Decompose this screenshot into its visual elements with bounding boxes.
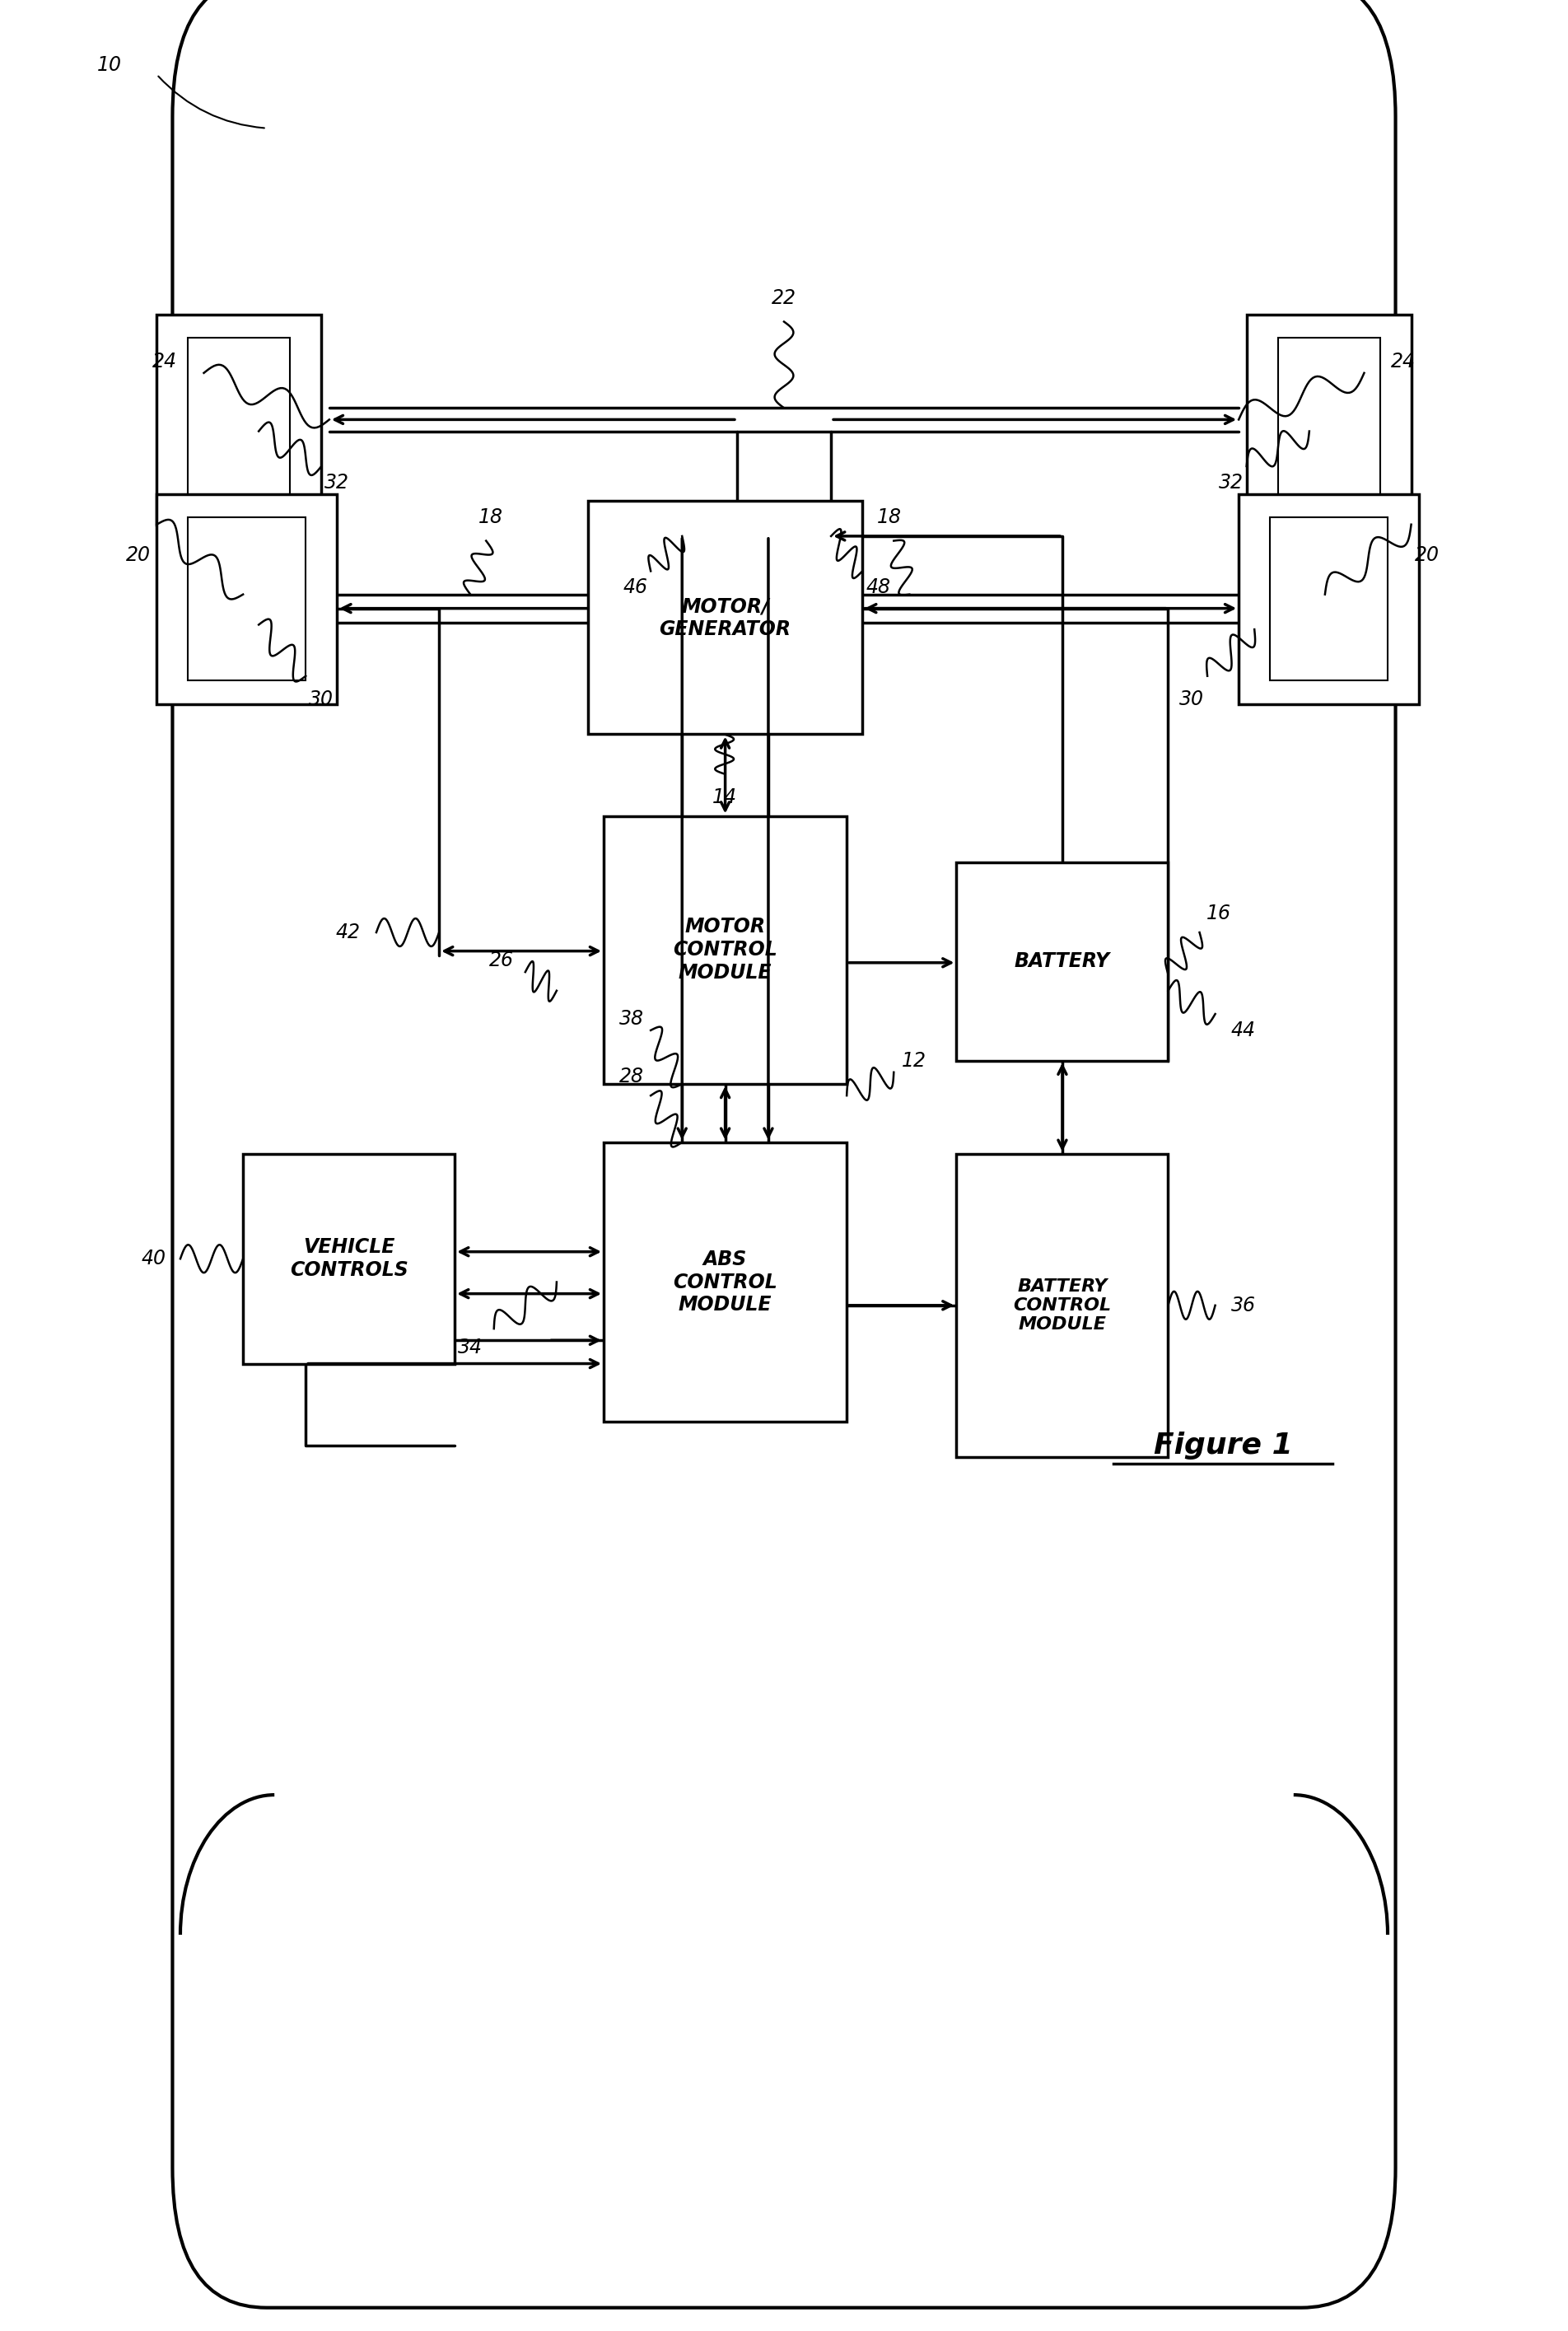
- FancyBboxPatch shape: [956, 862, 1168, 1061]
- FancyBboxPatch shape: [243, 1154, 455, 1364]
- Text: 24: 24: [1391, 352, 1416, 371]
- Text: 26: 26: [489, 951, 514, 970]
- Text: 44: 44: [1231, 1021, 1256, 1040]
- Text: 42: 42: [336, 923, 361, 942]
- FancyBboxPatch shape: [604, 1142, 847, 1422]
- FancyBboxPatch shape: [588, 501, 862, 734]
- Text: 36: 36: [1231, 1296, 1256, 1315]
- Text: BATTERY: BATTERY: [1014, 951, 1110, 972]
- Text: BATTERY
CONTROL
MODULE: BATTERY CONTROL MODULE: [1013, 1277, 1112, 1333]
- Text: 38: 38: [619, 1009, 644, 1028]
- Text: 30: 30: [309, 690, 334, 709]
- Text: 18: 18: [478, 508, 503, 527]
- Text: 46: 46: [622, 578, 648, 597]
- Text: ABS
CONTROL
MODULE: ABS CONTROL MODULE: [673, 1249, 778, 1315]
- Text: 34: 34: [458, 1338, 483, 1357]
- FancyBboxPatch shape: [956, 1154, 1168, 1457]
- Bar: [1270, 517, 1388, 681]
- Bar: [188, 517, 306, 681]
- Text: MOTOR/
GENERATOR: MOTOR/ GENERATOR: [659, 597, 792, 639]
- FancyBboxPatch shape: [172, 0, 1396, 2308]
- Text: VEHICLE
CONTROLS: VEHICLE CONTROLS: [290, 1238, 408, 1280]
- Text: 20: 20: [125, 545, 151, 564]
- Text: 30: 30: [1179, 690, 1204, 709]
- Text: 48: 48: [866, 578, 891, 597]
- Text: Figure 1: Figure 1: [1154, 1431, 1292, 1459]
- Text: 20: 20: [1414, 545, 1439, 564]
- Bar: [157, 494, 337, 704]
- Text: 18: 18: [877, 508, 902, 527]
- FancyBboxPatch shape: [604, 816, 847, 1084]
- Bar: [1247, 315, 1411, 524]
- Text: 12: 12: [902, 1051, 927, 1070]
- Bar: [1278, 338, 1380, 501]
- Bar: [188, 338, 290, 501]
- Text: 28: 28: [619, 1068, 644, 1086]
- Text: 14: 14: [712, 788, 737, 807]
- Text: 32: 32: [325, 473, 350, 492]
- Text: 16: 16: [1206, 904, 1231, 923]
- Bar: [1239, 494, 1419, 704]
- Text: 32: 32: [1218, 473, 1243, 492]
- Text: MOTOR
CONTROL
MODULE: MOTOR CONTROL MODULE: [673, 916, 778, 984]
- Text: 40: 40: [141, 1249, 166, 1268]
- Text: 10: 10: [97, 56, 122, 75]
- Text: 22: 22: [771, 289, 797, 308]
- Bar: [157, 315, 321, 524]
- Text: 24: 24: [152, 352, 177, 371]
